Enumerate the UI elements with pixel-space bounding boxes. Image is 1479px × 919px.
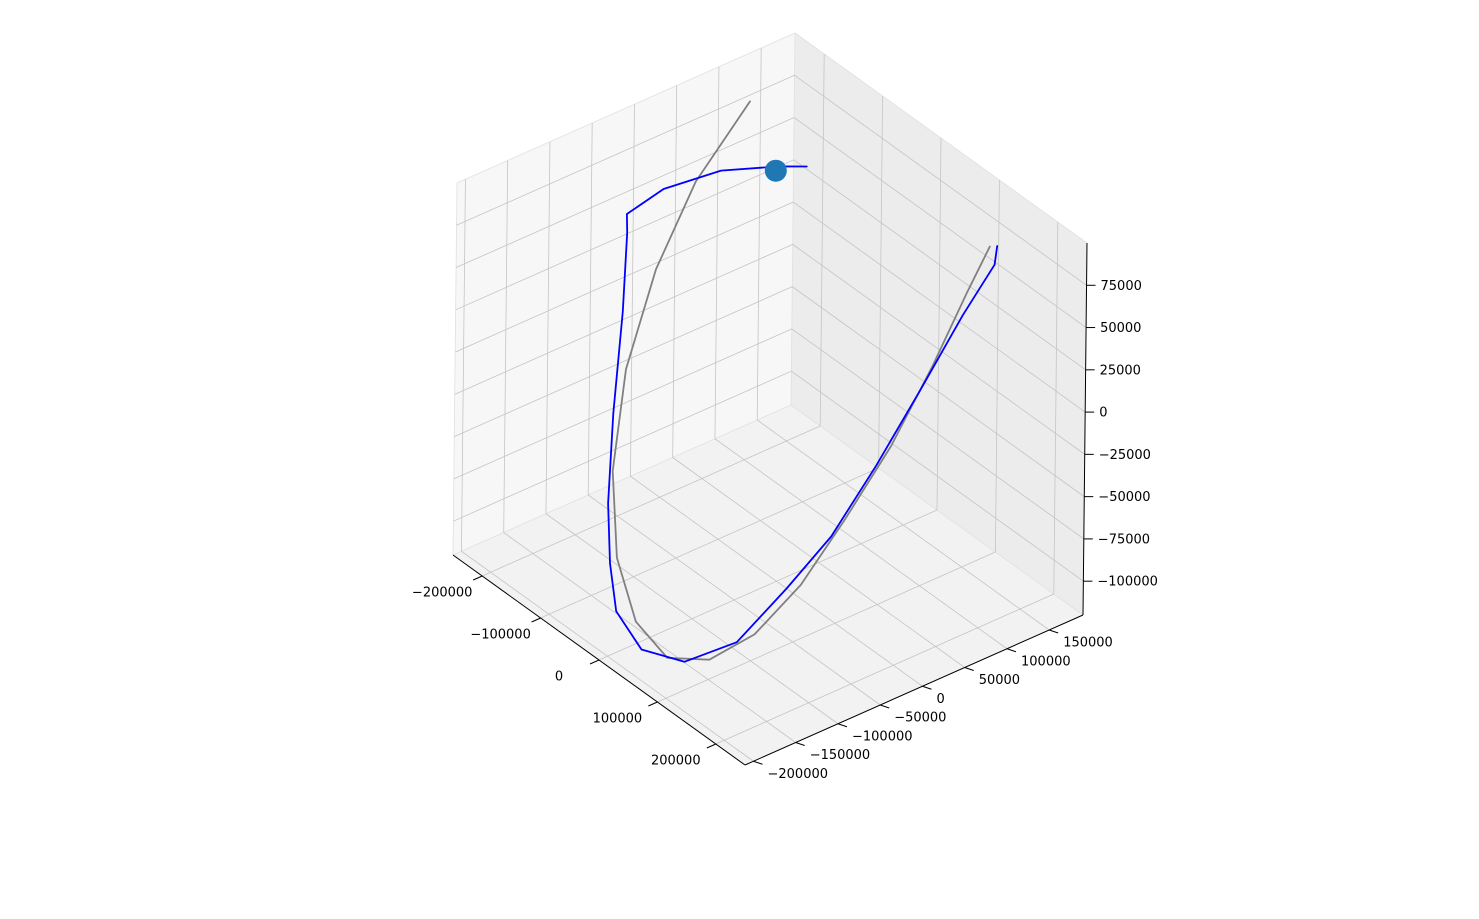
grid-line-z-left — [453, 328, 792, 480]
grid-line-z-left — [454, 286, 793, 438]
pane-edge — [790, 32, 796, 406]
grid-line-y-floor — [587, 494, 881, 706]
grid-line-y-left — [461, 179, 466, 552]
pane-edge — [452, 182, 458, 556]
grid-line-y-floor — [714, 438, 1008, 650]
grid-line-x-back — [1053, 221, 1059, 595]
y-tick-label: −100000 — [852, 729, 913, 744]
grid-line-x-floor — [598, 509, 938, 661]
y-tick-label: 50000 — [979, 673, 1020, 688]
y-tick — [1006, 648, 1017, 653]
grid-line-x-floor — [482, 425, 821, 577]
grid-line-x-floor — [657, 551, 996, 703]
grid-line-z-back — [793, 159, 1086, 371]
y-tick — [922, 685, 932, 690]
y-tick-label: 100000 — [1021, 654, 1071, 669]
z-tick-label: 0 — [1099, 406, 1107, 421]
x-tick-label: 100000 — [593, 712, 643, 727]
y-tick — [795, 742, 805, 746]
y-tick — [837, 723, 848, 728]
y-tick — [753, 760, 763, 765]
grid-line-y-left — [587, 122, 593, 496]
grid-line-z-back — [791, 328, 1085, 540]
x-tick — [706, 743, 717, 749]
x-tick-label: −200000 — [412, 586, 473, 601]
y-tick-label: −200000 — [768, 767, 829, 782]
x-tick — [589, 659, 600, 665]
z-axis-line — [1082, 242, 1088, 616]
grid-line-y-left — [672, 85, 678, 458]
z-tick-label: −100000 — [1097, 575, 1158, 590]
y-tick — [1049, 629, 1059, 634]
y-tick-label: 0 — [937, 692, 945, 707]
y-tick — [880, 704, 890, 709]
grid-line-z-back — [794, 74, 1087, 286]
grid-line-y-left — [545, 141, 551, 514]
grid-line-y-floor — [461, 550, 754, 762]
grid-line-y-floor — [756, 419, 1050, 631]
grid-line-z-left — [455, 117, 795, 268]
y-tick-label: 150000 — [1063, 636, 1113, 651]
grid-line-z-back — [791, 370, 1084, 582]
grid-line-x-back — [995, 179, 1000, 553]
x-tick-label: −100000 — [470, 628, 531, 643]
y-tick-label: −50000 — [894, 711, 946, 726]
grid-line-z-left — [455, 159, 794, 311]
grid-line-z-left — [456, 74, 795, 226]
grid-line-x-back — [878, 95, 883, 469]
z-tick-label: 50000 — [1100, 321, 1141, 336]
x-tick-label: 0 — [555, 670, 563, 685]
tick-marks — [472, 284, 1096, 765]
position-marker — [764, 159, 787, 182]
grid-line-y-left — [756, 47, 762, 421]
x-tick-label: 200000 — [651, 754, 701, 769]
grid-line-z-left — [454, 243, 793, 395]
pane-edge — [456, 32, 796, 184]
marker-layer — [764, 159, 787, 182]
pane-edge — [452, 404, 792, 556]
grid-lines — [453, 47, 1087, 762]
grid-line-z-back — [793, 117, 1087, 328]
tick-labels: −200000 −100000 0 100000 200000 −200000 −15000… — [412, 279, 1158, 782]
z-tick-label: −75000 — [1098, 532, 1150, 547]
z-tick-label: 75000 — [1101, 279, 1142, 294]
grid-line-z-left — [453, 370, 792, 522]
x-tick — [648, 701, 658, 707]
series-line-1 — [607, 165, 999, 663]
grid-line-z-back — [792, 244, 1085, 455]
z-tick-label: −25000 — [1099, 448, 1151, 463]
grid-line-y-left — [503, 160, 509, 533]
grid-line-y-floor — [545, 513, 839, 725]
y-axis-line — [744, 614, 1084, 766]
grid-line-y-floor — [630, 475, 923, 687]
grid-line-z-back — [792, 201, 1086, 413]
grid-line-x-floor — [715, 593, 1054, 745]
z-tick-label: −50000 — [1098, 490, 1150, 505]
z-tick-label: 25000 — [1100, 363, 1141, 378]
grid-line-y-left — [630, 104, 635, 477]
grid-line-z-back — [792, 286, 1085, 497]
x-tick — [472, 575, 483, 581]
grid-line-y-floor — [672, 457, 965, 668]
grid-line-y-left — [714, 66, 720, 439]
x-tick — [531, 617, 541, 623]
grid-line-x-back — [819, 53, 825, 427]
y-tick — [964, 667, 974, 671]
grid-line-x-back — [936, 137, 942, 511]
grid-line-x-floor — [540, 467, 879, 619]
series-layer — [607, 100, 999, 663]
y-tick-label: −150000 — [810, 748, 871, 763]
